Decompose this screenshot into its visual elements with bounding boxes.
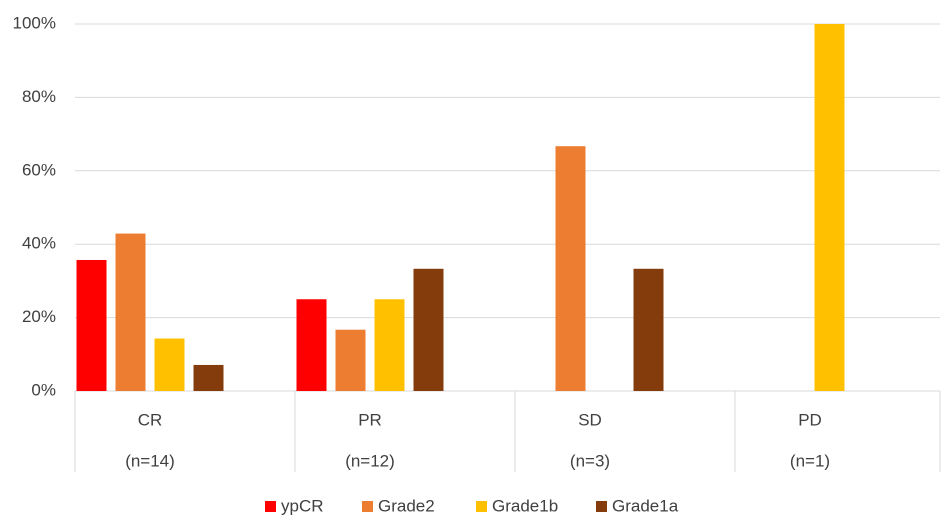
legend-swatch: [362, 501, 373, 512]
y-tick-label: 20%: [22, 307, 56, 326]
bar: [413, 268, 444, 391]
legend-swatch: [265, 501, 276, 512]
legend-label: Grade1b: [492, 496, 558, 515]
y-tick-label: 100%: [13, 13, 56, 32]
legend-swatch: [596, 501, 607, 512]
x-tick-label: CR: [138, 410, 163, 429]
bar: [76, 259, 107, 391]
y-tick-label: 0%: [31, 380, 56, 399]
bar: [296, 299, 327, 391]
bar: [193, 364, 224, 391]
y-tick-label: 80%: [22, 87, 56, 106]
legend-label: Grade1a: [612, 496, 679, 515]
legend-swatch: [476, 501, 487, 512]
legend-label: Grade2: [378, 496, 435, 515]
x-tick-sublabel: (n=12): [345, 451, 395, 470]
bar: [374, 299, 405, 391]
y-tick-label: 60%: [22, 160, 56, 179]
x-tick-label: PR: [358, 410, 382, 429]
bar: [115, 233, 146, 391]
x-tick-sublabel: (n=1): [790, 451, 830, 470]
bar: [555, 146, 586, 391]
x-tick-sublabel: (n=14): [125, 451, 175, 470]
bar: [633, 268, 664, 391]
x-tick-label: SD: [578, 410, 602, 429]
bar: [335, 329, 366, 391]
x-tick-sublabel: (n=3): [570, 451, 610, 470]
bar: [154, 338, 185, 391]
legend-label: ypCR: [281, 496, 324, 515]
y-tick-label: 40%: [22, 234, 56, 253]
x-tick-label: PD: [798, 410, 822, 429]
bar: [814, 24, 845, 391]
